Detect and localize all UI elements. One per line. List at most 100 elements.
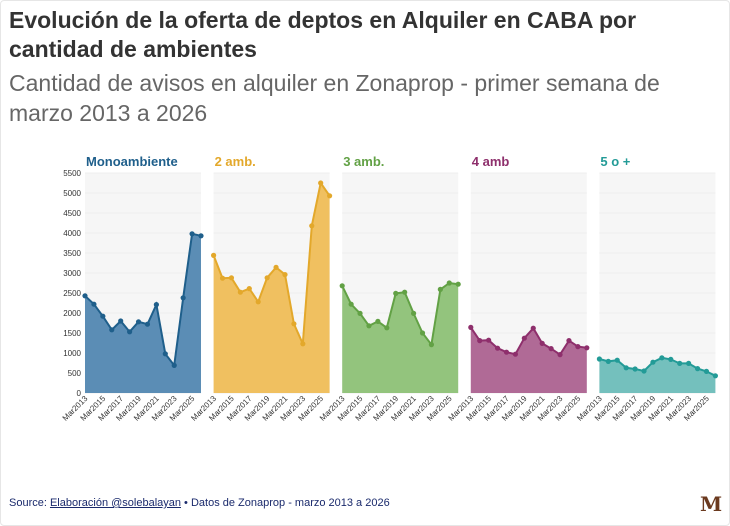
data-point — [127, 329, 133, 335]
panel-title: 2 amb. — [215, 154, 256, 169]
data-point — [180, 295, 186, 301]
panel-0: MonoambienteMar2013Mar2015Mar2017Mar2019… — [61, 154, 204, 423]
data-point — [486, 337, 492, 343]
y-tick-label: 5000 — [63, 189, 81, 198]
data-point — [530, 325, 536, 331]
y-tick-label: 5500 — [63, 169, 81, 178]
small-multiples-chart: 0 500 1000 1500 2000 2500 3000 3500 4000 4500 5000… — [61, 154, 719, 423]
panel-title: 3 amb. — [343, 154, 384, 169]
chart-title: Evolución de la oferta de deptos en Alqu… — [9, 7, 637, 62]
data-point — [548, 346, 554, 352]
data-point — [264, 275, 270, 281]
data-point — [668, 356, 674, 362]
panel-title: Monoambiente — [86, 154, 178, 169]
data-point — [109, 327, 115, 333]
data-point — [686, 360, 692, 366]
data-point — [703, 368, 710, 374]
panel-title: 5 o + — [600, 154, 630, 169]
source-link[interactable]: Elaboración @solebalayan — [49, 497, 181, 509]
source-suffix: • Datos de Zonaprop - marzo 2013 a 2026 — [181, 497, 390, 509]
y-tick-label: 3500 — [63, 249, 81, 258]
data-point — [211, 252, 217, 258]
area-2 — [342, 283, 459, 393]
data-point — [228, 275, 235, 281]
data-point — [273, 264, 279, 270]
data-point — [246, 286, 252, 292]
data-point — [566, 338, 572, 344]
data-point — [512, 351, 519, 357]
data-point — [575, 344, 581, 350]
data-point — [339, 283, 345, 289]
data-point — [623, 365, 629, 371]
chart-subtitle: Cantidad de avisos en alquiler en Zonapr… — [9, 70, 660, 126]
data-point — [503, 349, 510, 355]
data-point — [171, 362, 177, 368]
data-point — [614, 357, 620, 363]
data-point — [384, 325, 390, 331]
data-point — [521, 335, 527, 341]
data-point — [198, 233, 204, 239]
y-tick-label: 2500 — [63, 289, 81, 298]
data-point — [144, 321, 151, 327]
data-point — [557, 352, 563, 358]
data-point — [309, 223, 315, 229]
data-point — [91, 301, 97, 307]
data-point — [402, 289, 408, 295]
data-point — [468, 324, 474, 330]
data-point — [291, 321, 297, 327]
data-point — [539, 340, 545, 346]
data-point — [162, 351, 168, 357]
y-tick-label: 2000 — [63, 309, 81, 318]
brand-logo: 𝐌 — [700, 492, 723, 516]
data-point — [318, 180, 324, 186]
data-point — [605, 358, 611, 364]
data-point — [282, 272, 288, 278]
area-3 — [470, 327, 587, 393]
y-tick-label: 3000 — [63, 269, 81, 278]
area-4 — [599, 357, 716, 393]
data-point — [118, 318, 124, 324]
panel-background — [599, 173, 716, 393]
data-point — [300, 341, 306, 347]
data-point — [327, 193, 333, 199]
data-point — [428, 342, 435, 348]
panel-2: 3 amb.Mar2013Mar2015Mar2017Mar2019Mar202… — [318, 154, 461, 423]
y-tick-label: 500 — [68, 369, 82, 378]
data-point — [410, 310, 417, 316]
line-1 — [212, 180, 331, 345]
data-point — [219, 275, 226, 281]
data-point — [135, 319, 142, 325]
data-point — [419, 330, 426, 336]
data-point — [255, 299, 261, 305]
data-point — [100, 313, 106, 319]
data-point — [366, 323, 372, 329]
data-point — [375, 318, 381, 324]
data-point — [153, 302, 159, 308]
data-point — [632, 366, 638, 372]
data-point — [659, 355, 665, 361]
area-0 — [85, 233, 201, 393]
source-prefix: Source: — [9, 497, 50, 509]
data-point — [650, 359, 656, 365]
data-point — [237, 289, 243, 295]
data-point — [641, 368, 647, 374]
panel-title: 4 amb — [472, 154, 510, 169]
data-point — [348, 301, 354, 307]
data-point — [437, 286, 443, 292]
data-point — [82, 293, 88, 299]
panel-1: 2 amb.Mar2013Mar2015Mar2017Mar2019Mar202… — [189, 154, 333, 423]
data-point — [596, 356, 603, 362]
panel-3: 4 ambMar2013Mar2015Mar2017Mar2019Mar2021… — [447, 154, 590, 423]
data-point — [584, 345, 590, 351]
data-point — [712, 373, 719, 379]
data-point — [494, 345, 501, 351]
panel-4: 5 o +Mar2013Mar2015Mar2017Mar2019Mar2021… — [575, 154, 719, 423]
y-tick-label: 1500 — [63, 329, 81, 338]
y-tick-label: 4500 — [63, 209, 81, 218]
data-point — [455, 281, 461, 287]
data-point — [677, 360, 683, 366]
data-point — [393, 290, 399, 296]
data-point — [477, 338, 483, 344]
line-0 — [84, 232, 202, 368]
y-tick-label: 0 — [77, 389, 82, 398]
